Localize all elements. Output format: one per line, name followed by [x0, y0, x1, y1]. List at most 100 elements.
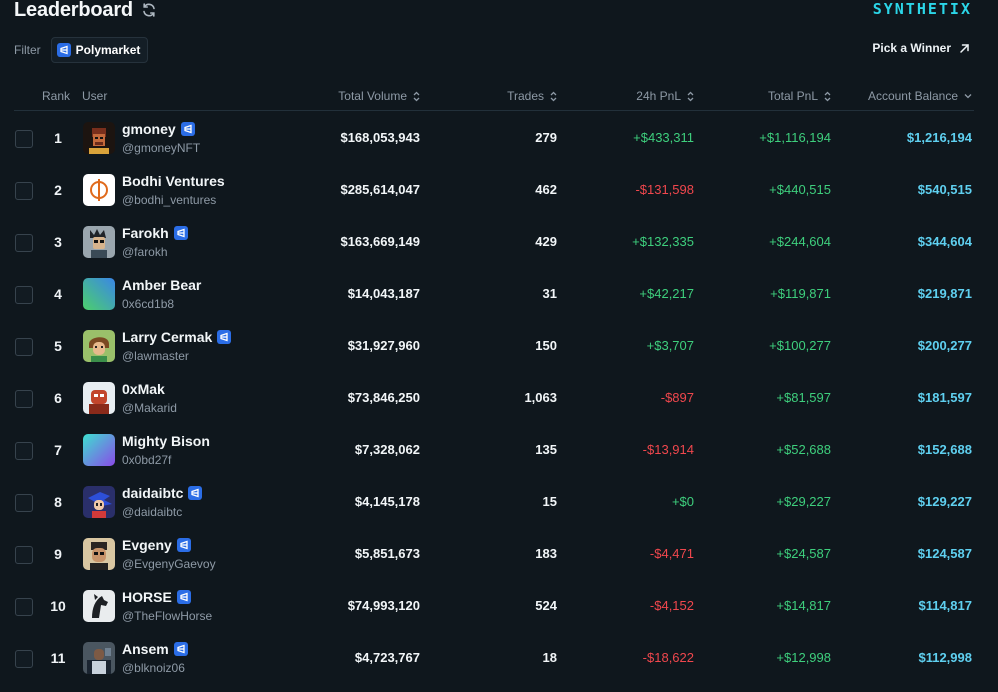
account-balance-cell: $112,998	[918, 650, 972, 665]
rank-cell: 2	[54, 182, 62, 198]
rank-cell: 7	[54, 442, 62, 458]
sort-icon	[413, 91, 420, 101]
total-volume-cell: $4,723,767	[354, 650, 420, 665]
user-name-cell[interactable]: gmoney	[122, 121, 195, 137]
avatar-daidai	[83, 486, 115, 518]
row-checkbox[interactable]	[15, 182, 33, 200]
user-name-cell[interactable]: HORSE	[122, 589, 191, 605]
user-name: Larry Cermak	[122, 329, 213, 345]
column-header-account-balance[interactable]: Account Balance	[868, 89, 972, 103]
pnl-24h-cell: +$132,335	[632, 234, 694, 249]
user-name-cell[interactable]: 0xMak	[122, 381, 165, 397]
trades-cell: 279	[535, 130, 557, 145]
total-volume-cell: $4,145,178	[354, 494, 420, 509]
user-name-cell[interactable]: Bodhi Ventures	[122, 173, 225, 189]
filter-label: Filter	[14, 43, 41, 57]
column-header-account-balance-label: Account Balance	[867, 89, 958, 103]
trades-cell: 150	[535, 338, 557, 353]
chevron-down-icon	[964, 94, 972, 99]
rank-cell: 1	[54, 130, 62, 146]
pick-winner-link[interactable]: Pick a Winner	[872, 41, 970, 55]
refresh-icon[interactable]	[141, 2, 157, 18]
trades-cell: 1,063	[524, 390, 557, 405]
row-checkbox[interactable]	[15, 546, 33, 564]
row-checkbox[interactable]	[15, 130, 33, 148]
trades-cell: 183	[535, 546, 557, 561]
user-name-cell[interactable]: Mighty Bison	[122, 433, 210, 449]
table-row[interactable]: 8 daidaibtc @daidaibtc $4,145,178 15 +$0 +$29,…	[14, 476, 974, 528]
row-checkbox[interactable]	[15, 598, 33, 616]
total-volume-cell: $73,846,250	[347, 390, 420, 405]
user-name: 0xMak	[122, 381, 165, 397]
pnl-24h-cell: +$433,311	[633, 130, 694, 145]
column-header-total-volume[interactable]: Total Volume	[338, 89, 420, 103]
table-row[interactable]: 1 gmoney @gmoneyNFT $168,053,943 279 +$433,31…	[14, 112, 974, 164]
total-volume-cell: $168,053,943	[340, 130, 420, 145]
row-checkbox[interactable]	[15, 390, 33, 408]
trades-cell: 524	[535, 598, 557, 613]
row-checkbox[interactable]	[15, 286, 33, 304]
filter-chip-polymarket[interactable]: Polymarket	[50, 37, 149, 63]
pnl-24h-cell: +$3,707	[646, 338, 694, 353]
avatar-ansem	[83, 642, 115, 674]
avatar-farokh	[83, 226, 115, 258]
total-pnl-cell: +$100,277	[769, 338, 831, 353]
total-volume-cell: $7,328,062	[354, 442, 420, 457]
arrow-up-right-icon	[960, 43, 969, 53]
table-row[interactable]: 2 Bodhi Ventures @bodhi_ventures $285,614,0…	[14, 164, 974, 216]
user-name: HORSE	[122, 589, 172, 605]
total-volume-cell: $74,993,120	[347, 598, 420, 613]
account-balance-cell: $344,604	[917, 234, 972, 249]
column-header-total-pnl[interactable]: Total PnL	[768, 89, 831, 103]
row-checkbox[interactable]	[15, 234, 33, 252]
rank-cell: 8	[54, 494, 62, 510]
user-handle: @TheFlowHorse	[122, 609, 213, 623]
account-balance-cell: $200,277	[917, 338, 972, 353]
total-pnl-cell: +$24,587	[776, 546, 831, 561]
total-volume-cell: $285,614,047	[340, 182, 420, 197]
avatar-gradient-green	[83, 278, 115, 310]
table-row[interactable]: 11 Ansem @blknoiz06 $4,723,767 18 -$18,622 +$1…	[14, 632, 974, 684]
user-name-cell[interactable]: Larry Cermak	[122, 329, 232, 345]
table-row[interactable]: 6 0xMak @Makarid $73,846,250 1,063 -$897 +$81,…	[14, 372, 974, 424]
row-checkbox[interactable]	[15, 650, 33, 668]
trades-cell: 18	[542, 650, 557, 665]
rank-cell: 6	[54, 390, 62, 406]
pnl-24h-cell: +$0	[671, 494, 694, 509]
total-volume-cell: $163,669,149	[340, 234, 420, 249]
pnl-24h-cell: -$13,914	[642, 442, 694, 457]
user-name-cell[interactable]: Ansem	[122, 641, 188, 657]
pnl-24h-cell: -$4,471	[649, 546, 694, 561]
row-checkbox[interactable]	[15, 442, 33, 460]
table-row[interactable]: 10 HORSE @TheFlowHorse $74,993,120 524 -$4,15…	[14, 580, 974, 632]
trades-cell: 31	[542, 286, 557, 301]
rank-cell: 4	[54, 286, 62, 302]
account-balance-cell: $1,216,194	[906, 130, 972, 145]
table-row[interactable]: 4 Amber Bear 0x6cd1b8 $14,043,187 31 +$42,217…	[14, 268, 974, 320]
user-name-cell[interactable]: Amber Bear	[122, 277, 201, 293]
column-header-trades[interactable]: Trades	[507, 89, 557, 103]
trades-cell: 462	[535, 182, 557, 197]
synthetix-logo: SYNTHETIX	[872, 0, 972, 18]
table-row[interactable]: 9 Evgeny @EvgenyGaevoy $5,851,673 183 -$4,471…	[14, 528, 974, 580]
row-checkbox[interactable]	[15, 338, 33, 356]
trades-cell: 15	[542, 494, 557, 509]
table-row[interactable]: 3 Farokh @farokh $163,669,149 429 +$132,335 +$…	[14, 216, 974, 268]
account-balance-cell: $181,597	[917, 390, 972, 405]
account-balance-cell: $540,515	[917, 182, 972, 197]
total-pnl-cell: +$14,817	[776, 598, 831, 613]
page-title: Leaderboard	[14, 0, 133, 21]
table-row[interactable]: 5 Larry Cermak @lawmaster $31,927,960 150 +$3…	[14, 320, 974, 372]
row-checkbox[interactable]	[15, 494, 33, 512]
rank-cell: 10	[50, 598, 66, 614]
rank-cell: 5	[54, 338, 62, 354]
column-header-trades-label: Trades	[507, 89, 544, 103]
total-pnl-cell: +$119,871	[770, 286, 831, 301]
polymarket-icon	[56, 43, 71, 57]
user-name-cell[interactable]: Farokh	[122, 225, 188, 241]
user-name-cell[interactable]: daidaibtc	[122, 485, 203, 501]
table-row[interactable]: 7 Mighty Bison 0x0bd27f $7,328,062 135 -$13,9…	[14, 424, 974, 476]
user-handle: @bodhi_ventures	[122, 193, 217, 207]
column-header-24h-pnl[interactable]: 24h PnL	[636, 89, 694, 103]
user-name-cell[interactable]: Evgeny	[122, 537, 191, 553]
